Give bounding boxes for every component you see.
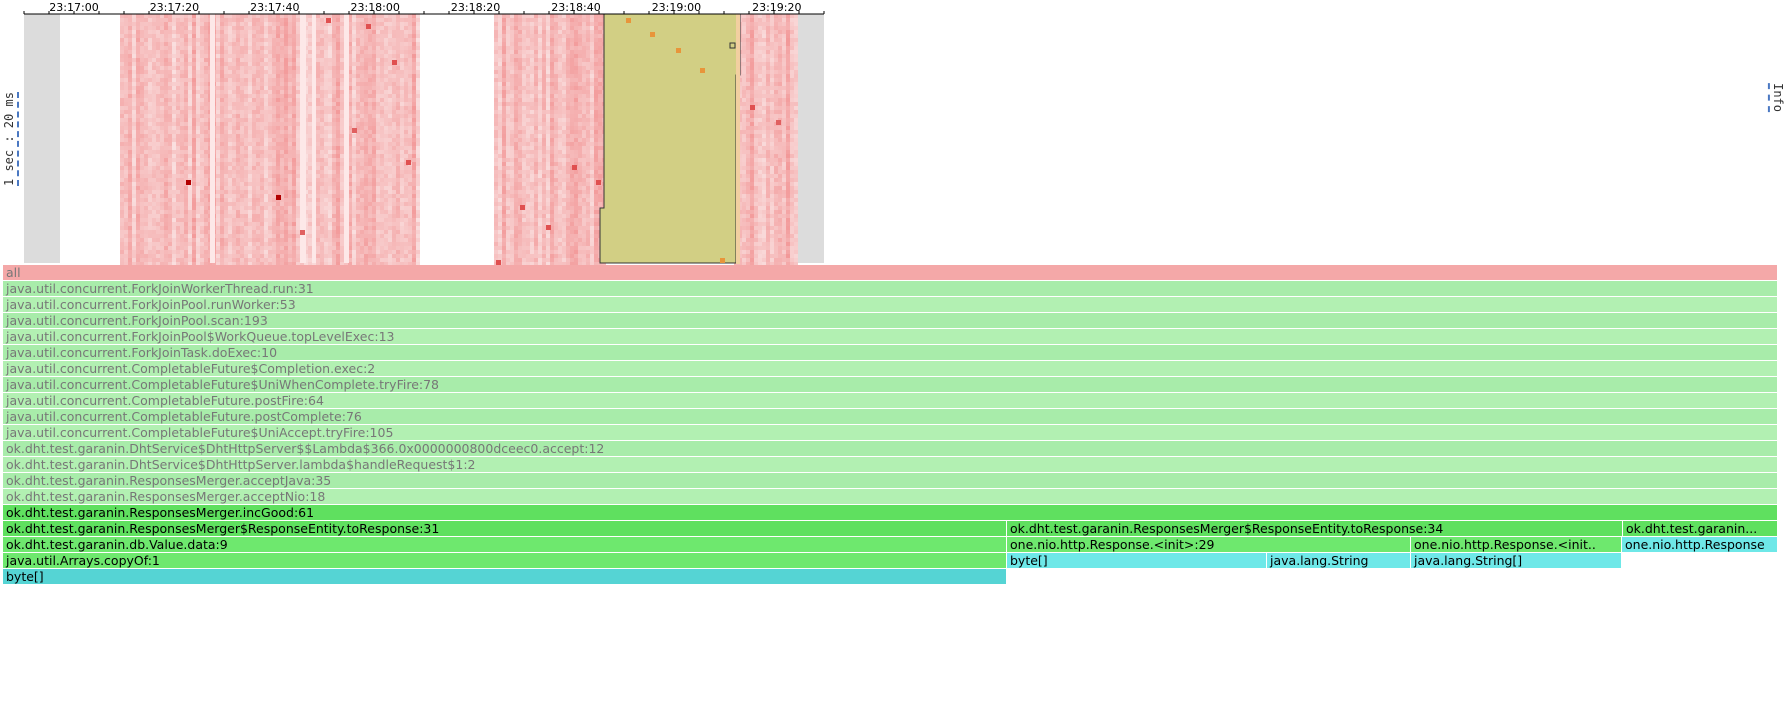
selection-hotspot	[650, 32, 655, 37]
heatmap-hotspot	[326, 18, 331, 23]
flame-frame[interactable]: byte[]	[1007, 553, 1267, 568]
heatmap-streak	[344, 14, 349, 263]
flame-frame[interactable]: ok.dht.test.garanin.ResponsesMerger$Resp…	[3, 521, 1007, 536]
tick-label: 23:19:20	[752, 1, 801, 14]
tick-label: 23:18:00	[350, 1, 399, 14]
heatmap-hotspot	[496, 260, 501, 265]
flame-frame[interactable]: java.util.concurrent.CompletableFuture.p…	[3, 393, 1778, 408]
flame-frame[interactable]: ok.dht.test.garanin.db.Value.data:9	[3, 537, 1007, 552]
selection-hotspot	[676, 48, 681, 53]
flame-frame[interactable]: java.lang.String	[1267, 553, 1411, 568]
heatmap-hotspot	[406, 160, 411, 165]
flame-frame[interactable]: one.nio.http.Response	[1622, 537, 1778, 552]
flame-frame[interactable]: ok.dht.test.garanin.ResponsesMerger.incG…	[3, 505, 1778, 520]
heatmap-canvas[interactable]	[24, 14, 824, 266]
flame-frame[interactable]: ok.dht.test.garanin.ResponsesMerger$Resp…	[1007, 521, 1623, 536]
info-toggle[interactable]: Info	[1768, 83, 1785, 112]
selected-time-range[interactable]	[599, 13, 741, 264]
flame-frame[interactable]: java.lang.String[]	[1411, 553, 1622, 568]
heatmap-hotspot	[572, 165, 577, 170]
frame-root[interactable]: all	[3, 265, 1778, 280]
flame-frame[interactable]: ok.dht.test.garanin...	[1623, 521, 1778, 536]
tick-label: 23:19:00	[652, 1, 701, 14]
selection-edge	[736, 14, 740, 264]
selection-hotspot	[626, 18, 631, 23]
heatmap-hotspot	[352, 128, 357, 133]
tick-label: 23:18:20	[451, 1, 500, 14]
tick-label: 23:17:40	[250, 1, 299, 14]
flame-frame[interactable]: java.util.concurrent.ForkJoinWorkerThrea…	[3, 281, 1778, 296]
heatmap-hotspot	[300, 230, 305, 235]
flame-graph[interactable]: all java.util.concurrent.ForkJoinWorkerTh…	[0, 265, 1787, 595]
flame-frame[interactable]: java.util.concurrent.ForkJoinPool$WorkQu…	[3, 329, 1778, 344]
flame-frame[interactable]: ok.dht.test.garanin.DhtService$DhtHttpSe…	[3, 441, 1778, 456]
flame-frame[interactable]: java.util.concurrent.CompletableFuture$U…	[3, 377, 1778, 392]
scale-label: 1 sec : 20 ms	[2, 92, 19, 186]
heatmap-hotspot	[186, 180, 191, 185]
flame-frame[interactable]: java.util.concurrent.ForkJoinPool.runWor…	[3, 297, 1778, 312]
heatmap-gray-right	[794, 14, 824, 263]
time-axis: 23:17:00 23:17:20 23:17:40 23:18:00 23:18:20…	[23, 1, 825, 15]
heatmap-hotspot	[366, 24, 371, 29]
selection-hotspot	[720, 258, 725, 263]
heatmap-hotspot	[392, 60, 397, 65]
tick-label: 23:17:20	[150, 1, 199, 14]
selection-region[interactable]	[599, 13, 741, 264]
flame-frame[interactable]: java.util.concurrent.ForkJoinPool.scan:1…	[3, 313, 1778, 328]
flame-frame[interactable]: java.util.concurrent.CompletableFuture$U…	[3, 425, 1778, 440]
heatmap-streak	[210, 14, 215, 263]
heatmap-hotspot	[750, 105, 755, 110]
heatmap-hotspot	[520, 205, 525, 210]
tick-label: 23:18:40	[551, 1, 600, 14]
flame-frame[interactable]: ok.dht.test.garanin.ResponsesMerger.acce…	[3, 473, 1778, 488]
heatmap-hotspot	[596, 180, 601, 185]
flame-frame[interactable]: java.util.Arrays.copyOf:1	[3, 553, 1007, 568]
selection-marker	[729, 42, 736, 49]
heatmap-hotspot	[546, 225, 551, 230]
flame-frame[interactable]: ok.dht.test.garanin.DhtService$DhtHttpSe…	[3, 457, 1778, 472]
flame-frame[interactable]: java.util.concurrent.CompletableFuture.p…	[3, 409, 1778, 424]
heatmap-timeline[interactable]: 23:17:00 23:17:20 23:17:40 23:18:00 23:18:20…	[0, 0, 1787, 268]
heatmap-gray-left	[24, 14, 60, 263]
heatmap-hotspot	[776, 120, 781, 125]
flame-frame[interactable]: one.nio.http.Response.<init..	[1411, 537, 1622, 552]
selection-hotspot	[700, 68, 705, 73]
heatmap-streak	[312, 14, 316, 263]
flame-frame[interactable]: byte[]	[3, 569, 1007, 584]
flame-frame[interactable]: ok.dht.test.garanin.ResponsesMerger.acce…	[3, 489, 1778, 504]
tick-label: 23:17:00	[49, 1, 98, 14]
flame-frame[interactable]: java.util.concurrent.ForkJoinTask.doExec…	[3, 345, 1778, 360]
heatmap-streak	[300, 14, 306, 263]
flame-frame[interactable]: java.util.concurrent.CompletableFuture$C…	[3, 361, 1778, 376]
heatmap-hotspot	[276, 195, 281, 200]
flame-frame[interactable]: one.nio.http.Response.<init>:29	[1007, 537, 1411, 552]
